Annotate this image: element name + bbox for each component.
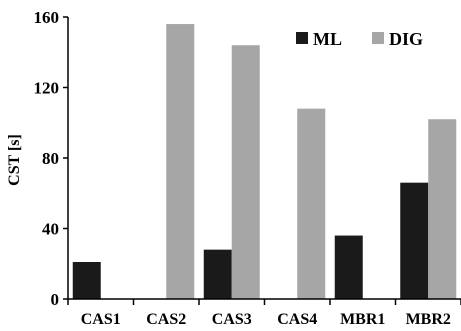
- bar-dig-mbr2: [428, 119, 457, 299]
- y-tick-label: 160: [34, 8, 60, 27]
- bar-ml-cas1: [72, 261, 101, 299]
- legend-label-dig: DIG: [389, 29, 423, 49]
- bar-ml-mbr2: [400, 182, 429, 299]
- y-axis-title: CST [s]: [6, 134, 23, 186]
- axes-group: [63, 16, 461, 305]
- x-category-label: CAS4: [277, 311, 317, 328]
- bar-dig-cas3: [231, 45, 260, 300]
- bar-ml-cas3: [203, 249, 232, 299]
- bars-group: [72, 24, 457, 300]
- bar-ml-mbr1: [334, 235, 363, 299]
- x-category-labels: CAS1 CAS2 CAS3 CAS4 MBR1 MBR2: [81, 311, 451, 328]
- y-tick-label: 0: [51, 290, 60, 309]
- x-category-label: CAS3: [212, 311, 252, 328]
- x-category-label: MBR1: [340, 311, 385, 328]
- y-tick-label: 40: [42, 220, 59, 239]
- bar-dig-cas2: [166, 24, 195, 300]
- y-tick-label: 120: [34, 79, 60, 98]
- y-tick-label: 80: [42, 149, 59, 168]
- x-category-label: CAS1: [81, 311, 121, 328]
- x-category-label: MBR2: [406, 311, 451, 328]
- bar-dig-cas4: [297, 108, 326, 300]
- legend: ML DIG: [296, 29, 423, 49]
- y-ticks-group: 0 40 80 120 160: [34, 8, 60, 309]
- legend-swatch-dig: [372, 32, 384, 44]
- legend-label-ml: ML: [313, 29, 342, 49]
- legend-swatch-ml: [296, 32, 308, 44]
- x-category-label: CAS2: [146, 311, 186, 328]
